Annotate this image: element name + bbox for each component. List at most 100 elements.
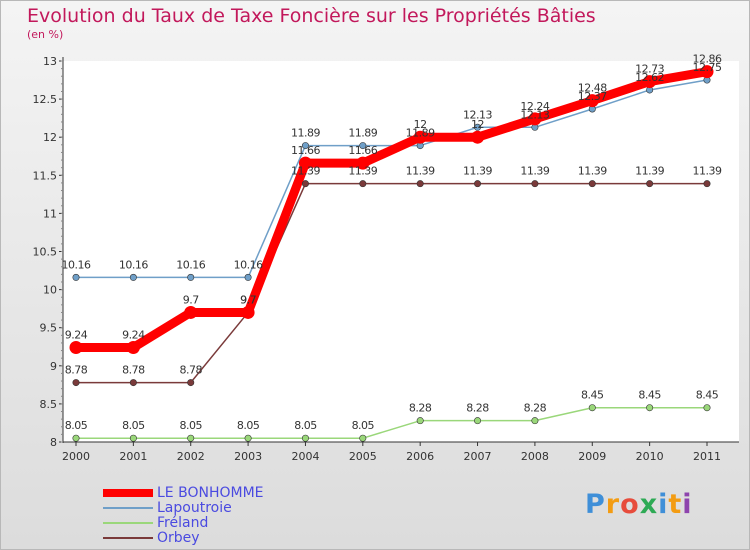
y-tick-label: 12 xyxy=(43,131,57,144)
data-label-0-9: 12.48 xyxy=(578,82,607,95)
data-point-0-11 xyxy=(700,65,714,79)
data-label-0-5: 11.66 xyxy=(348,144,377,157)
legend-item: Fréland xyxy=(103,514,264,531)
data-label-1-8: 12.13 xyxy=(520,108,549,121)
data-point-0-3 xyxy=(241,305,255,319)
data-label-3-6: 11.39 xyxy=(406,165,435,178)
legend-label: Fréland xyxy=(157,514,209,531)
data-label-0-3: 9.7 xyxy=(240,293,256,306)
data-label-1-9: 12.37 xyxy=(578,90,607,103)
x-tick-label: 2003 xyxy=(234,450,262,463)
y-tick-label: 11 xyxy=(43,207,57,220)
data-point-0-8 xyxy=(528,112,542,126)
logo-letter: t xyxy=(668,489,683,520)
data-point-0-6 xyxy=(413,130,427,144)
y-tick-label: 11.5 xyxy=(33,169,58,182)
data-label-2-3: 8.05 xyxy=(237,419,260,432)
x-tick-label: 2010 xyxy=(636,450,664,463)
data-label-3-8: 11.39 xyxy=(520,165,549,178)
data-label-1-7: 12.13 xyxy=(463,108,492,121)
data-label-1-0: 10.16 xyxy=(62,258,91,271)
data-label-0-10: 12.73 xyxy=(635,63,664,76)
data-point-0-0 xyxy=(69,341,83,355)
data-label-0-8: 12.24 xyxy=(520,100,549,113)
data-point-2-11 xyxy=(703,404,711,412)
x-tick-label: 2011 xyxy=(693,450,721,463)
data-label-2-4: 8.05 xyxy=(294,419,317,432)
data-point-2-3 xyxy=(244,434,252,442)
data-label-3-7: 11.39 xyxy=(463,165,492,178)
y-tick-label: 9.5 xyxy=(40,322,58,335)
data-label-0-4: 11.66 xyxy=(291,144,320,157)
data-label-0-0: 9.24 xyxy=(65,329,88,342)
plot-area xyxy=(63,61,739,442)
data-point-3-8 xyxy=(531,180,539,188)
y-tick-label: 8 xyxy=(50,436,57,449)
data-label-1-1: 10.16 xyxy=(119,258,148,271)
legend-swatch xyxy=(103,488,153,497)
legend-item: Orbey xyxy=(103,530,264,546)
data-label-1-5: 11.89 xyxy=(348,127,377,140)
logo-letter: r xyxy=(605,489,621,520)
chart-legend: LE BONHOMME Lapoutroie Fréland Orbey xyxy=(103,484,264,546)
data-point-1-5 xyxy=(359,142,367,150)
y-tick-label: 12.5 xyxy=(33,93,58,106)
data-point-3-9 xyxy=(588,180,596,188)
legend-label: LE BONHOMME xyxy=(157,484,264,501)
data-point-1-0 xyxy=(72,273,80,281)
x-tick-label: 2006 xyxy=(406,450,434,463)
data-label-3-4: 11.39 xyxy=(291,165,320,178)
legend-swatch xyxy=(103,536,153,539)
data-label-1-2: 10.16 xyxy=(176,258,205,271)
y-tick-label: 9 xyxy=(50,360,57,373)
y-tick-label: 8.5 xyxy=(40,398,58,411)
data-label-2-10: 8.45 xyxy=(638,389,661,402)
data-point-2-6 xyxy=(416,417,424,425)
data-label-3-2: 8.78 xyxy=(179,364,202,377)
data-point-1-1 xyxy=(129,273,137,281)
data-point-3-5 xyxy=(359,180,367,188)
data-label-2-11: 8.45 xyxy=(696,389,719,402)
logo-letter: x xyxy=(639,489,659,520)
data-point-3-2 xyxy=(187,379,195,387)
chart-subtitle: (en %) xyxy=(27,28,64,41)
legend-swatch xyxy=(103,506,153,509)
data-label-1-10: 12.62 xyxy=(635,71,664,84)
data-label-1-6: 11.89 xyxy=(406,127,435,140)
data-point-3-6 xyxy=(416,180,424,188)
legend-item: LE BONHOMME xyxy=(103,484,264,501)
data-label-3-3: 9.7 xyxy=(240,293,256,306)
data-label-2-2: 8.05 xyxy=(179,419,202,432)
data-label-0-11: 12.86 xyxy=(693,53,722,66)
chart-title: Evolution du Taux de Taxe Foncière sur l… xyxy=(27,5,596,27)
data-point-2-9 xyxy=(588,404,596,412)
data-label-1-11: 12.75 xyxy=(693,61,722,74)
data-label-2-0: 8.05 xyxy=(65,419,88,432)
proxiti-logo: Proxiti xyxy=(585,489,693,520)
data-point-0-7 xyxy=(471,130,485,144)
data-point-0-9 xyxy=(585,94,599,108)
data-point-1-4 xyxy=(301,142,309,150)
x-tick-label: 2005 xyxy=(349,450,377,463)
x-tick-label: 2007 xyxy=(464,450,492,463)
data-point-3-0 xyxy=(72,379,80,387)
data-point-0-4 xyxy=(298,156,312,170)
data-label-0-7: 12 xyxy=(471,118,484,131)
logo-letter: o xyxy=(620,489,640,520)
x-tick-label: 2009 xyxy=(578,450,606,463)
x-tick-label: 2008 xyxy=(521,450,549,463)
x-tick-label: 2000 xyxy=(62,450,90,463)
series-line-0 xyxy=(71,67,712,353)
data-label-3-10: 11.39 xyxy=(635,165,664,178)
data-label-2-5: 8.05 xyxy=(352,419,375,432)
data-point-0-5 xyxy=(356,156,370,170)
data-point-2-1 xyxy=(129,434,137,442)
data-label-0-1: 9.24 xyxy=(122,329,145,342)
data-label-2-8: 8.28 xyxy=(524,402,547,415)
x-tick-label: 2001 xyxy=(119,450,147,463)
data-point-3-4 xyxy=(301,180,309,188)
data-point-0-1 xyxy=(126,341,140,355)
data-label-3-5: 11.39 xyxy=(348,165,377,178)
